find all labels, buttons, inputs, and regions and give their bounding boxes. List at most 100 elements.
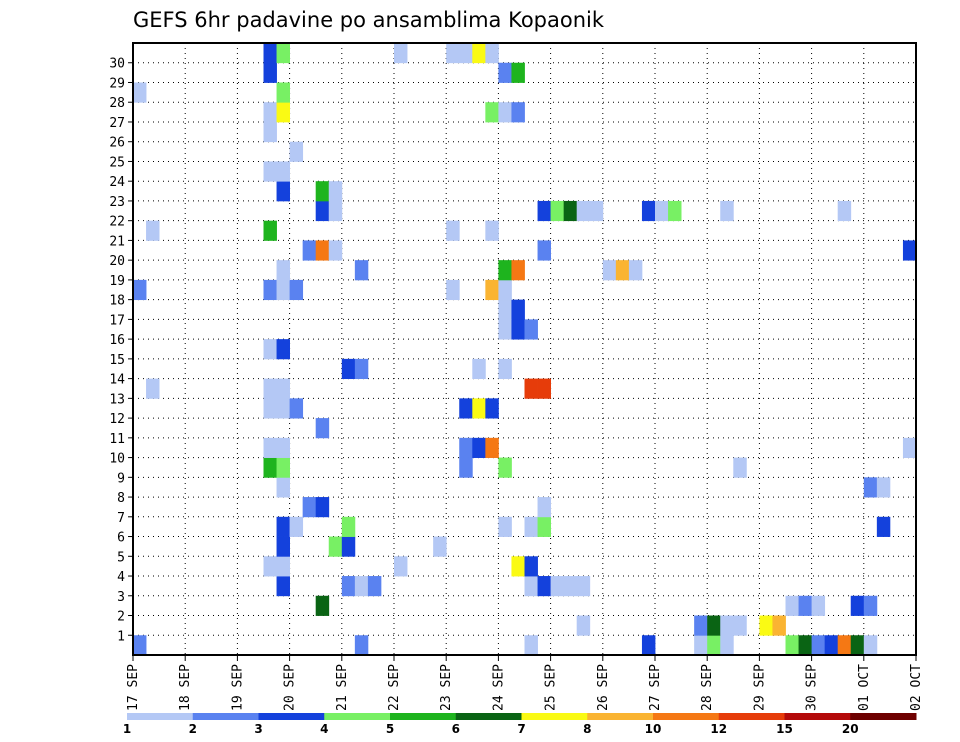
precip-cell — [524, 556, 538, 577]
precip-cell — [341, 358, 356, 380]
precip-cell — [459, 437, 473, 458]
precip-cell — [498, 319, 512, 340]
y-tick-label: 5 — [117, 550, 125, 565]
colorbar-swatch — [127, 713, 194, 720]
precip-cell — [563, 200, 578, 222]
precip-cell — [537, 516, 551, 537]
precip-cell — [276, 43, 290, 64]
x-tick-label: 29 SEP — [752, 664, 767, 711]
precip-cell — [315, 240, 330, 261]
precip-cell — [641, 200, 656, 222]
precip-cell — [289, 516, 304, 537]
y-tick-label: 23 — [109, 195, 125, 210]
y-tick-label: 14 — [109, 373, 125, 388]
colorbar-swatch — [324, 713, 391, 720]
precip-cell — [733, 615, 747, 636]
precip-cell — [720, 200, 734, 222]
precip-cell — [263, 398, 277, 419]
x-tick-label: 30 SEP — [805, 664, 820, 711]
colorbar-swatch — [192, 713, 259, 720]
precip-cell — [289, 398, 304, 419]
precip-cell — [524, 576, 538, 597]
y-tick-label: 21 — [109, 234, 125, 249]
precip-cell — [276, 102, 290, 123]
precip-cell — [537, 200, 551, 222]
precip-cell — [367, 576, 382, 597]
x-tick-label: 20 SEP — [283, 664, 298, 711]
precip-cell — [276, 82, 290, 103]
precip-cell — [446, 220, 460, 241]
precip-cell — [524, 319, 538, 340]
precip-cell — [263, 556, 277, 577]
precip-cell — [133, 279, 147, 301]
precip-cell — [602, 260, 617, 281]
y-tick-label: 17 — [109, 313, 125, 328]
y-tick-label: 26 — [109, 136, 125, 151]
precip-cell — [863, 477, 878, 498]
precip-cell — [263, 279, 277, 301]
precip-cell — [276, 437, 290, 458]
precip-cell — [263, 457, 277, 478]
colorbar-label: 1 — [123, 722, 131, 736]
precip-cell — [276, 516, 290, 537]
precip-cell — [576, 576, 591, 597]
precip-cell — [263, 437, 277, 458]
x-tick-label: 24 SEP — [491, 664, 506, 711]
precip-cell — [263, 339, 277, 360]
precip-cell — [537, 576, 551, 597]
precip-cell — [328, 240, 343, 261]
colorbar-swatch — [258, 713, 325, 720]
y-tick-label: 10 — [109, 452, 125, 467]
precip-cell — [289, 141, 304, 162]
precip-cell — [315, 181, 330, 202]
precip-cell — [863, 635, 878, 656]
precip-cell — [354, 260, 369, 281]
colorbar-swatch — [784, 713, 851, 720]
precip-cell — [589, 200, 604, 222]
precip-cell — [498, 62, 512, 83]
y-tick-label: 9 — [117, 471, 125, 486]
precip-cell — [289, 279, 304, 301]
precip-cell — [394, 43, 408, 64]
x-axis: 17 SEP 18 SEP 19 SEP 20 SEP 21 SEP 22 SEP 23 S… — [126, 655, 924, 711]
precip-cell — [276, 398, 290, 419]
colorbar-swatch — [587, 713, 654, 720]
precip-cell — [276, 279, 290, 301]
x-tick-label: 01 OCT — [857, 664, 872, 711]
x-tick-label: 17 SEP — [126, 664, 141, 711]
precip-cell — [263, 161, 277, 182]
precip-cell — [133, 82, 147, 103]
precip-cell — [485, 102, 499, 123]
precip-cell — [811, 635, 826, 656]
precip-cell — [498, 358, 512, 380]
precip-cell — [524, 378, 538, 399]
precip-cell — [524, 516, 538, 537]
colorbar-swatch — [850, 713, 917, 720]
precip-cell — [328, 181, 343, 202]
precip-cell — [498, 299, 512, 320]
chart-title: GEFS 6hr padavine po ansamblima Kopaonik — [133, 8, 605, 32]
y-tick-label: 7 — [117, 511, 125, 526]
precip-cell — [276, 260, 290, 281]
precip-cell — [733, 457, 747, 478]
colorbar-swatch — [718, 713, 785, 720]
x-tick-label: 25 SEP — [544, 664, 559, 711]
y-tick-label: 25 — [109, 155, 125, 170]
colorbar-label: 15 — [776, 722, 793, 736]
precip-cell — [276, 339, 290, 360]
precip-cell — [263, 121, 277, 143]
data-cells — [133, 43, 917, 656]
y-tick-label: 22 — [109, 215, 125, 230]
y-tick-label: 3 — [117, 590, 125, 605]
x-tick-label: 27 SEP — [648, 664, 663, 711]
precip-cell — [550, 576, 565, 597]
y-tick-label: 19 — [109, 274, 125, 289]
precip-cell — [498, 457, 512, 478]
precip-cell — [341, 516, 356, 537]
y-tick-label: 28 — [109, 96, 125, 111]
precip-cell — [302, 240, 317, 261]
precip-cell — [354, 576, 369, 597]
y-tick-label: 8 — [117, 491, 125, 506]
y-tick-label: 16 — [109, 333, 125, 348]
precip-cell — [707, 615, 721, 636]
